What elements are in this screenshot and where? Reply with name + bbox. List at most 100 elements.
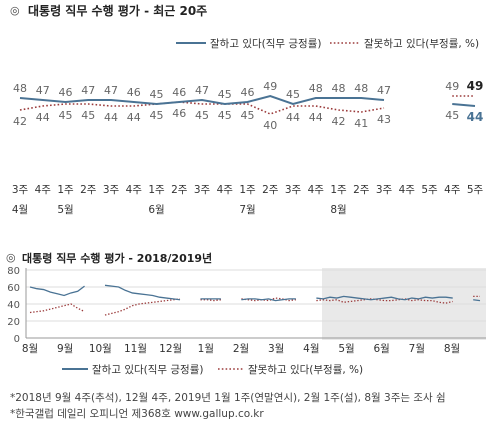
top-week-label-11: 2주 (262, 184, 279, 196)
bottom-approve-line-1 (104, 284, 181, 301)
top-disapprove-value-4: 44 (104, 111, 118, 124)
top-approve-value-8: 47 (195, 84, 209, 97)
top-week-label-3: 2주 (80, 184, 97, 196)
top-disapprove-value-16: 43 (377, 113, 391, 126)
top-approve-value-7: 46 (172, 86, 186, 99)
top-week-label-16: 3주 (376, 184, 393, 196)
top-week-label-9: 4주 (217, 184, 234, 196)
bottom-xtick-12: 8월 (444, 343, 460, 355)
top-approve-value-6: 45 (150, 88, 164, 101)
top-disapprove-value-13: 44 (309, 111, 323, 124)
bottom-mark: ◎ (6, 251, 16, 264)
bottom-xtick-3: 11월 (124, 343, 147, 355)
top-disapprove-value-5: 44 (127, 111, 141, 124)
top-week-label-17: 4주 (399, 184, 416, 196)
top-disapprove-value-2: 45 (59, 109, 73, 122)
bottom-ytick-60: 60 (7, 283, 20, 294)
top-approve-value-0: 48 (13, 82, 27, 95)
bottom-approve-line-0 (29, 285, 85, 297)
top-disapprove-value-7: 46 (172, 107, 186, 120)
top-disapprove-value-15: 41 (354, 117, 368, 130)
top-disapprove-value-3: 45 (81, 109, 95, 122)
bottom-xtick-11: 7월 (409, 343, 425, 355)
top-week-label-7: 2주 (171, 184, 188, 196)
top-week-label-14: 1주 (330, 184, 347, 196)
bottom-xtick-0: 8월 (22, 343, 38, 355)
top-week-label-20: 5주 (467, 184, 484, 196)
top-disapprove-value-14: 42 (332, 115, 346, 128)
bottom-xtick-9: 5월 (338, 343, 354, 355)
top-week-label-13: 4주 (308, 184, 325, 196)
bottom-ytick-0: 0 (14, 334, 20, 345)
top-approve-line-1 (452, 103, 476, 107)
top-week-label-18: 5주 (421, 184, 438, 196)
top-month-label-6: 6월 (148, 204, 164, 216)
top-disapprove-value-19: 49 (445, 80, 459, 93)
top-approve-value-11: 49 (263, 80, 277, 93)
top-disapprove-value-9: 45 (218, 109, 232, 122)
bottom-approve-line-4 (316, 295, 453, 301)
bottom-xtick-4: 12월 (159, 343, 182, 355)
header-title: 대통령 직무 수행 평가 - 최근 20주 (28, 3, 207, 18)
bottom-legend-disapprove-label: 잘못하고 있다(부정률, %) (248, 363, 363, 376)
top-approve-value-10: 46 (241, 86, 255, 99)
top-approve-value-15: 48 (354, 82, 368, 95)
bottom-xtick-1: 9월 (57, 343, 73, 355)
legend-approve-label: 잘하고 있다(직무 긍정률) (210, 37, 321, 50)
top-disapprove-value-11: 40 (263, 119, 277, 132)
top-approve-value-9: 45 (218, 88, 232, 101)
bottom-ytick-40: 40 (7, 300, 20, 311)
top-approve-value-12: 45 (286, 88, 300, 101)
top-month-label-10: 7월 (239, 204, 255, 216)
top-approve-line-0 (19, 94, 385, 106)
top-week-label-19: 4주 (444, 184, 461, 196)
top-week-label-10: 1주 (239, 184, 256, 196)
top-approve-value-4: 47 (104, 84, 118, 97)
top-approve-value-14: 48 (332, 82, 346, 95)
top-month-label-0: 4월 (12, 204, 28, 216)
top-week-label-1: 4주 (35, 184, 52, 196)
top-disapprove-value-0: 42 (13, 115, 27, 128)
top-disapprove-value-8: 45 (195, 109, 209, 122)
bottom-xtick-2: 10월 (89, 343, 112, 355)
top-month-label-2: 5월 (57, 204, 73, 216)
top-approve-value-5: 46 (127, 86, 141, 99)
footnote-1: *2018년 9월 4주(추석), 12월 4주, 2019년 1월 1주(연말… (10, 392, 446, 404)
bottom-xtick-8: 4월 (303, 343, 319, 355)
bottom-disapprove-line-2 (200, 299, 221, 302)
top-month-label-14: 8월 (330, 204, 346, 216)
top-week-label-2: 1주 (57, 184, 74, 196)
bottom-disapprove-line-4 (316, 298, 453, 304)
top-week-label-8: 3주 (194, 184, 211, 196)
top-approve-value-20: 44 (467, 110, 484, 124)
top-approve-value-2: 46 (59, 86, 73, 99)
top-approve-value-16: 47 (377, 84, 391, 97)
top-disapprove-value-6: 45 (150, 109, 164, 122)
top-disapprove-value-10: 45 (241, 109, 255, 122)
bottom-legend-approve-label: 잘하고 있다(직무 긍정률) (92, 363, 203, 376)
bottom-approve-line-3 (241, 298, 296, 302)
bottom-title: 대통령 직무 수행 평가 - 2018/2019년 (22, 251, 212, 265)
top-disapprove-value-20: 49 (467, 79, 484, 93)
footnote-2: *한국갤럽 데일리 오피니언 제368호 www.gallup.co.kr (10, 408, 264, 420)
bottom-disapprove-line-0 (29, 303, 85, 314)
top-approve-value-13: 48 (309, 82, 323, 95)
bottom-ytick-20: 20 (7, 317, 20, 328)
bottom-xtick-10: 6월 (373, 343, 389, 355)
bottom-xtick-6: 2월 (233, 343, 249, 355)
legend-disapprove-label: 잘못하고 있다(부정률, %) (364, 37, 479, 50)
top-week-label-4: 3주 (103, 184, 120, 196)
bottom-xtick-5: 1월 (198, 343, 214, 355)
top-week-label-15: 2주 (353, 184, 370, 196)
top-approve-value-19: 45 (445, 109, 459, 122)
top-week-label-0: 3주 (12, 184, 29, 196)
bottom-xtick-7: 3월 (268, 343, 284, 355)
bottom-ytick-80: 80 (7, 266, 20, 277)
header-mark: ◎ (10, 4, 20, 17)
top-disapprove-line-0 (19, 101, 385, 115)
top-week-label-6: 1주 (148, 184, 165, 196)
bottom-approve-line-5 (473, 299, 481, 302)
top-disapprove-value-1: 44 (36, 111, 50, 124)
